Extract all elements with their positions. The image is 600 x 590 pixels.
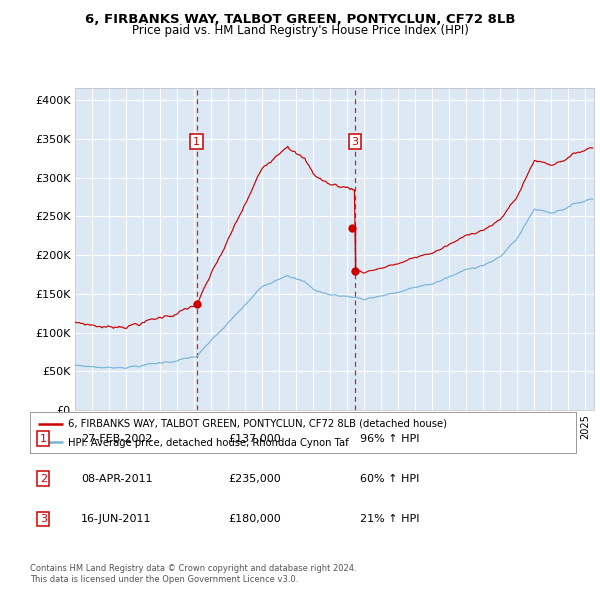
Text: This data is licensed under the Open Government Licence v3.0.: This data is licensed under the Open Gov… <box>30 575 298 584</box>
Text: 16-JUN-2011: 16-JUN-2011 <box>81 514 151 524</box>
Text: 6, FIRBANKS WAY, TALBOT GREEN, PONTYCLUN, CF72 8LB (detached house): 6, FIRBANKS WAY, TALBOT GREEN, PONTYCLUN… <box>68 419 447 429</box>
Text: 08-APR-2011: 08-APR-2011 <box>81 474 152 484</box>
Text: 1: 1 <box>193 136 200 146</box>
Text: £180,000: £180,000 <box>228 514 281 524</box>
Text: 21% ↑ HPI: 21% ↑ HPI <box>360 514 419 524</box>
Text: 3: 3 <box>40 514 47 524</box>
Text: Price paid vs. HM Land Registry's House Price Index (HPI): Price paid vs. HM Land Registry's House … <box>131 24 469 37</box>
Text: 2: 2 <box>40 474 47 484</box>
Text: Contains HM Land Registry data © Crown copyright and database right 2024.: Contains HM Land Registry data © Crown c… <box>30 565 356 573</box>
Text: 1: 1 <box>40 434 47 444</box>
Text: 96% ↑ HPI: 96% ↑ HPI <box>360 434 419 444</box>
Text: 3: 3 <box>352 136 359 146</box>
Text: £137,000: £137,000 <box>228 434 281 444</box>
Text: £235,000: £235,000 <box>228 474 281 484</box>
Text: HPI: Average price, detached house, Rhondda Cynon Taf: HPI: Average price, detached house, Rhon… <box>68 438 349 447</box>
Text: 6, FIRBANKS WAY, TALBOT GREEN, PONTYCLUN, CF72 8LB: 6, FIRBANKS WAY, TALBOT GREEN, PONTYCLUN… <box>85 13 515 26</box>
Text: 60% ↑ HPI: 60% ↑ HPI <box>360 474 419 484</box>
Text: 27-FEB-2002: 27-FEB-2002 <box>81 434 152 444</box>
